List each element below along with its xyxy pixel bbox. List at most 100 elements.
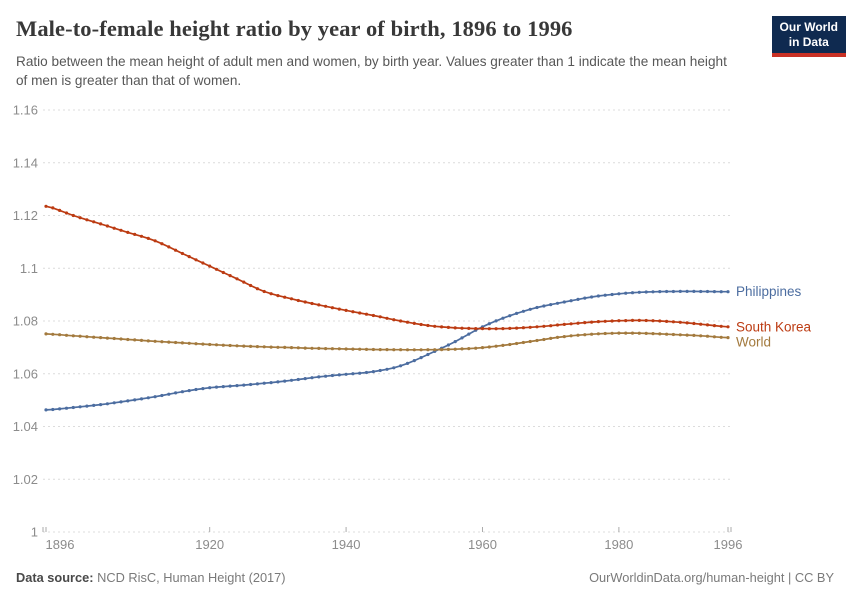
data-point — [119, 400, 123, 404]
data-point — [119, 337, 123, 341]
owid-logo-line2: in Data — [788, 35, 829, 49]
data-point — [644, 331, 648, 335]
data-point — [726, 336, 730, 340]
data-point — [289, 346, 294, 350]
data-point — [630, 331, 635, 335]
data-point — [678, 333, 682, 337]
data-point — [221, 270, 225, 275]
data-point — [235, 384, 239, 388]
data-point — [296, 298, 300, 303]
data-point — [296, 377, 300, 382]
series-label-south-korea[interactable]: South Korea — [736, 319, 812, 334]
data-point — [255, 345, 259, 349]
data-point — [692, 321, 696, 326]
data-point — [515, 311, 519, 315]
data-point — [160, 393, 164, 398]
data-point — [487, 322, 491, 326]
x-tick-label: 1940 — [332, 537, 361, 552]
data-point — [317, 346, 321, 350]
license-link[interactable]: OurWorldinData.org/human-height | CC BY — [589, 570, 834, 585]
data-point — [119, 228, 123, 232]
data-point — [133, 398, 137, 402]
data-point — [358, 371, 362, 375]
data-point — [44, 408, 48, 412]
data-point — [208, 264, 212, 268]
data-point — [603, 293, 607, 297]
x-tick-label: 1896 — [46, 537, 75, 552]
data-point — [658, 332, 662, 336]
data-point — [385, 348, 389, 352]
data-point — [208, 386, 212, 390]
data-point — [371, 370, 375, 374]
data-point — [112, 401, 116, 405]
data-point — [78, 216, 82, 220]
data-point — [712, 324, 717, 328]
data-point — [671, 332, 676, 337]
data-point — [269, 381, 273, 385]
data-point — [269, 345, 273, 349]
data-point — [58, 208, 62, 212]
data-point — [112, 226, 116, 230]
data-point — [549, 336, 553, 340]
data-point — [146, 236, 150, 240]
data-point — [358, 311, 362, 315]
data-point — [467, 347, 471, 351]
data-point — [699, 289, 703, 294]
data-point — [358, 347, 362, 351]
data-point — [719, 290, 723, 294]
y-tick-label: 1.04 — [13, 419, 38, 434]
y-tick-label: 1.12 — [13, 208, 38, 223]
data-point — [603, 319, 607, 323]
data-point — [719, 335, 723, 339]
data-point — [508, 342, 512, 347]
data-point — [64, 211, 69, 215]
data-point — [419, 322, 423, 327]
data-point — [399, 319, 403, 323]
owid-logo[interactable]: Our World in Data — [771, 16, 846, 57]
data-point — [344, 372, 348, 376]
data-point — [658, 290, 662, 294]
data-point — [508, 314, 512, 318]
data-point — [501, 343, 505, 347]
data-point — [64, 406, 69, 410]
series-label-philippines[interactable]: Philippines — [736, 284, 802, 299]
data-point — [58, 407, 62, 411]
data-point — [453, 326, 457, 330]
data-point — [699, 322, 703, 326]
data-point — [303, 377, 307, 381]
data-point — [255, 382, 259, 386]
data-point — [78, 405, 82, 409]
data-point — [112, 336, 116, 341]
data-point — [58, 333, 62, 337]
data-point — [637, 318, 641, 322]
data-point — [201, 342, 205, 346]
data-point — [590, 332, 594, 336]
series-label-world[interactable]: World — [736, 334, 771, 349]
data-point — [317, 375, 321, 379]
data-point — [480, 327, 485, 331]
x-tick-label: 1920 — [195, 537, 224, 552]
data-point — [344, 308, 348, 312]
data-point — [71, 213, 75, 218]
data-source-label: Data source: — [16, 570, 94, 585]
data-point — [187, 341, 191, 345]
data-point — [665, 289, 669, 294]
data-point — [255, 287, 259, 291]
data-point — [637, 331, 641, 335]
data-point — [494, 344, 498, 348]
data-point — [174, 340, 178, 345]
y-tick-label: 1.06 — [13, 366, 38, 381]
data-point — [515, 326, 519, 330]
data-point — [283, 379, 287, 383]
data-point — [92, 335, 96, 339]
data-point — [92, 220, 96, 224]
data-point — [201, 261, 205, 265]
data-point — [105, 336, 109, 340]
data-point — [174, 391, 178, 395]
data-point — [549, 303, 553, 307]
data-point — [617, 292, 621, 296]
x-tick-label: 1980 — [604, 537, 633, 552]
series-line-south-korea[interactable] — [45, 205, 729, 330]
data-point — [276, 345, 280, 349]
data-point — [324, 347, 328, 351]
